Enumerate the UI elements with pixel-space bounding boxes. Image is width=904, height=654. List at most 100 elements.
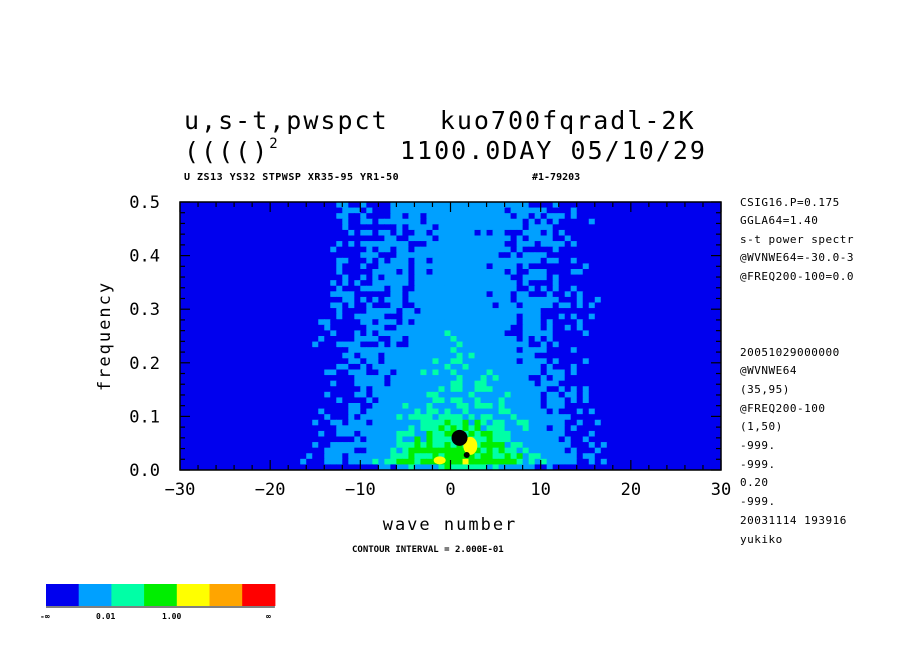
heatmap-cell — [708, 403, 716, 410]
heatmap-cell — [396, 241, 404, 248]
x-tick-label: −20 — [255, 480, 286, 500]
heatmap-cell — [480, 319, 488, 326]
heatmap-cell — [336, 414, 343, 421]
heatmap-cell — [378, 380, 385, 387]
heatmap-cell — [198, 408, 205, 415]
heatmap-cell — [504, 436, 512, 443]
heatmap-cell — [450, 380, 458, 387]
heatmap-cell — [594, 218, 602, 225]
heatmap-cell — [696, 229, 704, 237]
heatmap-cell — [336, 453, 343, 460]
heatmap-cell — [330, 324, 337, 332]
heatmap-cell — [492, 458, 500, 466]
heatmap-cell — [564, 257, 572, 265]
heatmap-cell — [408, 324, 416, 332]
heatmap-cell — [288, 341, 295, 348]
heatmap-cell — [702, 363, 710, 371]
heatmap-cell — [534, 280, 542, 287]
heatmap-cell — [654, 291, 662, 298]
heatmap-cell — [672, 280, 680, 287]
side-info-1: GGLA64=1.40 — [740, 214, 819, 227]
heatmap-cell — [426, 447, 434, 454]
heatmap-cell — [594, 430, 602, 438]
heatmap-cell — [396, 386, 404, 393]
heatmap-cell — [618, 403, 626, 410]
heatmap-cell — [618, 447, 626, 454]
heatmap-cell — [432, 313, 440, 320]
heatmap-cell — [546, 458, 554, 466]
heatmap-cell — [468, 425, 476, 432]
heatmap-cell — [294, 403, 301, 410]
heatmap-cell — [324, 408, 331, 415]
heatmap-cell — [636, 302, 644, 309]
heatmap-cell — [636, 464, 644, 470]
heatmap-cell — [498, 375, 506, 382]
heatmap-cell — [714, 218, 721, 225]
heatmap-cell — [336, 291, 343, 298]
heatmap-cell — [642, 453, 650, 460]
heatmap-cell — [222, 246, 229, 253]
heatmap-cell — [366, 213, 373, 220]
heatmap-cell — [600, 430, 608, 438]
heatmap-cell — [528, 369, 536, 376]
heatmap-cell — [546, 408, 554, 415]
heatmap-cell — [306, 252, 313, 259]
heatmap-cell — [672, 252, 680, 259]
heatmap-cell — [702, 213, 710, 220]
heatmap-cell — [282, 347, 289, 354]
heatmap-cell — [366, 403, 373, 410]
heatmap-cell — [258, 436, 265, 443]
heatmap-cell — [474, 285, 482, 292]
heatmap-cell — [462, 246, 470, 253]
heatmap-cell — [492, 408, 500, 415]
heatmap-cell — [420, 403, 428, 410]
heatmap-cell — [270, 464, 277, 470]
heatmap-cell — [360, 207, 367, 214]
heatmap-cell — [306, 352, 313, 359]
heatmap-cell — [252, 269, 259, 276]
colorbar — [46, 584, 276, 608]
heatmap-cell — [672, 274, 680, 281]
heatmap-cell — [474, 430, 482, 438]
heatmap-cell — [396, 302, 404, 309]
heatmap-cell — [414, 447, 422, 454]
heatmap-cell — [390, 363, 397, 371]
heatmap-cell — [306, 235, 313, 242]
heatmap-cell — [570, 380, 578, 387]
heatmap-cell — [414, 213, 422, 220]
heatmap-cell — [252, 229, 259, 237]
heatmap-cell — [684, 380, 692, 387]
heatmap-cell — [228, 263, 235, 270]
heatmap-cell — [330, 442, 337, 449]
heatmap-cell — [474, 358, 482, 365]
heatmap-cell — [276, 414, 283, 421]
heatmap-cell — [600, 274, 608, 281]
heatmap-cell — [450, 397, 458, 404]
heatmap-cell — [630, 391, 638, 399]
heatmap-cell — [306, 347, 313, 354]
heatmap-cell — [204, 207, 211, 214]
heatmap-cell — [540, 296, 548, 304]
heatmap-cell — [624, 442, 632, 449]
heatmap-cell — [486, 369, 494, 376]
heatmap-cell — [234, 308, 241, 315]
heatmap-cell — [186, 464, 193, 470]
heatmap-cell — [366, 274, 373, 281]
heatmap-cell — [180, 308, 187, 315]
heatmap-cell — [564, 207, 572, 214]
heatmap-cell — [204, 235, 211, 242]
heatmap-cell — [234, 313, 241, 320]
heatmap-cell — [564, 375, 572, 382]
heatmap-cell — [654, 280, 662, 287]
heatmap-cell — [600, 330, 608, 337]
heatmap-cell — [360, 403, 367, 410]
heatmap-cell — [468, 380, 476, 387]
heatmap-cell — [204, 442, 211, 449]
heatmap-cell — [204, 324, 211, 332]
heatmap-cell — [378, 430, 385, 438]
heatmap-cell — [594, 464, 602, 470]
heatmap-cell — [594, 241, 602, 248]
heatmap-cell — [576, 274, 584, 281]
heatmap-cell — [618, 252, 626, 259]
heatmap-cell — [582, 207, 590, 214]
